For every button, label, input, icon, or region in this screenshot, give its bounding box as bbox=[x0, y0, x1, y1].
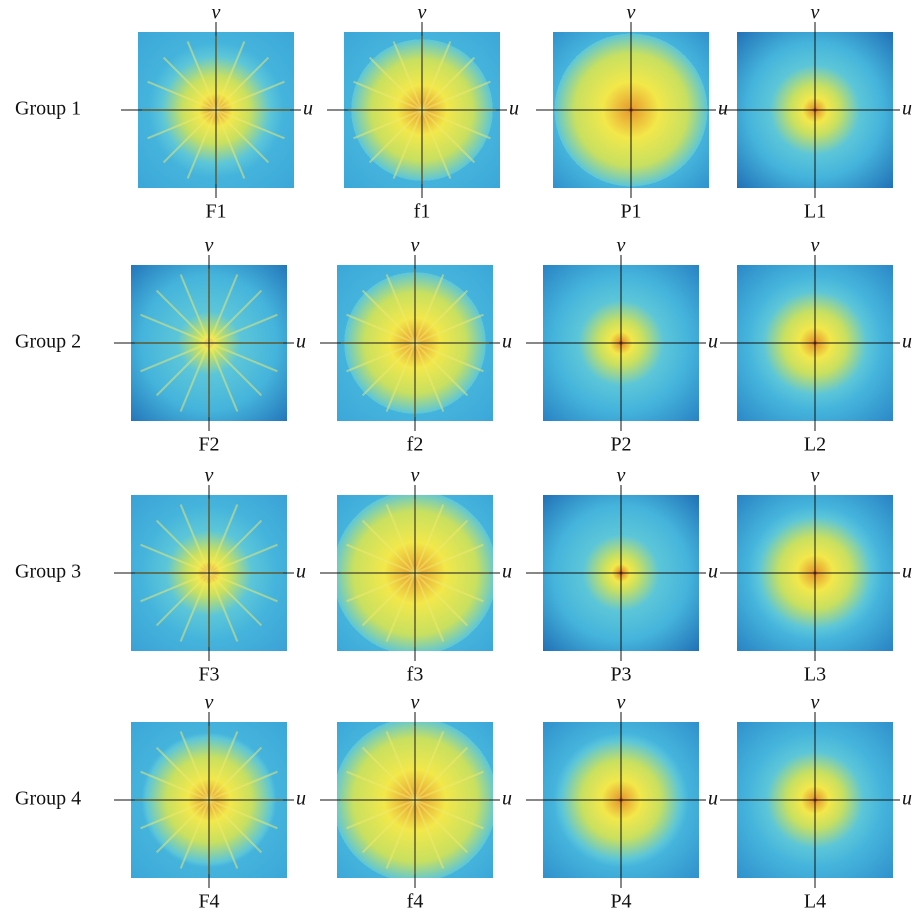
v-label: v bbox=[205, 692, 214, 714]
u-label: u bbox=[303, 98, 313, 120]
panel-caption: P3 bbox=[610, 664, 631, 686]
v-label: v bbox=[411, 692, 420, 714]
u-label: u bbox=[718, 98, 728, 120]
v-label: v bbox=[811, 235, 820, 257]
group-label: Group 2 bbox=[15, 331, 81, 353]
panel-caption: P2 bbox=[610, 434, 631, 456]
panel-caption: f2 bbox=[407, 434, 424, 456]
panel-caption: P1 bbox=[620, 201, 641, 223]
v-label: v bbox=[411, 465, 420, 487]
panel-caption: F2 bbox=[198, 434, 219, 456]
u-label: u bbox=[902, 561, 912, 583]
u-label: u bbox=[708, 561, 718, 583]
panel-caption: f3 bbox=[407, 664, 424, 686]
u-label: u bbox=[296, 331, 306, 353]
v-label: v bbox=[205, 235, 214, 257]
u-label: u bbox=[502, 561, 512, 583]
panel-caption: f1 bbox=[414, 201, 431, 223]
group-label: Group 1 bbox=[15, 98, 81, 120]
panel-caption: L3 bbox=[804, 664, 826, 686]
u-label: u bbox=[708, 331, 718, 353]
figure: Group 1 v u F1 v u f1 v u P1 v u L1 Group 2 v u F2 v u f2 v u… bbox=[0, 0, 919, 915]
v-label: v bbox=[617, 465, 626, 487]
panel-caption: f4 bbox=[407, 891, 424, 913]
v-label: v bbox=[617, 235, 626, 257]
panel-caption: P4 bbox=[610, 891, 631, 913]
u-label: u bbox=[902, 331, 912, 353]
v-label: v bbox=[411, 235, 420, 257]
u-label: u bbox=[502, 331, 512, 353]
panel-caption: F1 bbox=[205, 201, 226, 223]
v-label: v bbox=[811, 465, 820, 487]
group-label: Group 4 bbox=[15, 788, 81, 810]
u-label: u bbox=[902, 98, 912, 120]
v-label: v bbox=[205, 465, 214, 487]
u-label: u bbox=[509, 98, 519, 120]
u-label: u bbox=[296, 788, 306, 810]
v-label: v bbox=[418, 2, 427, 24]
v-label: v bbox=[212, 2, 221, 24]
u-label: u bbox=[902, 788, 912, 810]
u-label: u bbox=[502, 788, 512, 810]
u-label: u bbox=[708, 788, 718, 810]
u-label: u bbox=[296, 561, 306, 583]
panel-caption: F4 bbox=[198, 891, 219, 913]
panel-caption: F3 bbox=[198, 664, 219, 686]
panel-caption: L4 bbox=[804, 891, 826, 913]
group-label: Group 3 bbox=[15, 561, 81, 583]
panel-caption: L2 bbox=[804, 434, 826, 456]
v-label: v bbox=[627, 2, 636, 24]
v-label: v bbox=[811, 2, 820, 24]
panel-caption: L1 bbox=[804, 201, 826, 223]
v-label: v bbox=[617, 692, 626, 714]
v-label: v bbox=[811, 692, 820, 714]
